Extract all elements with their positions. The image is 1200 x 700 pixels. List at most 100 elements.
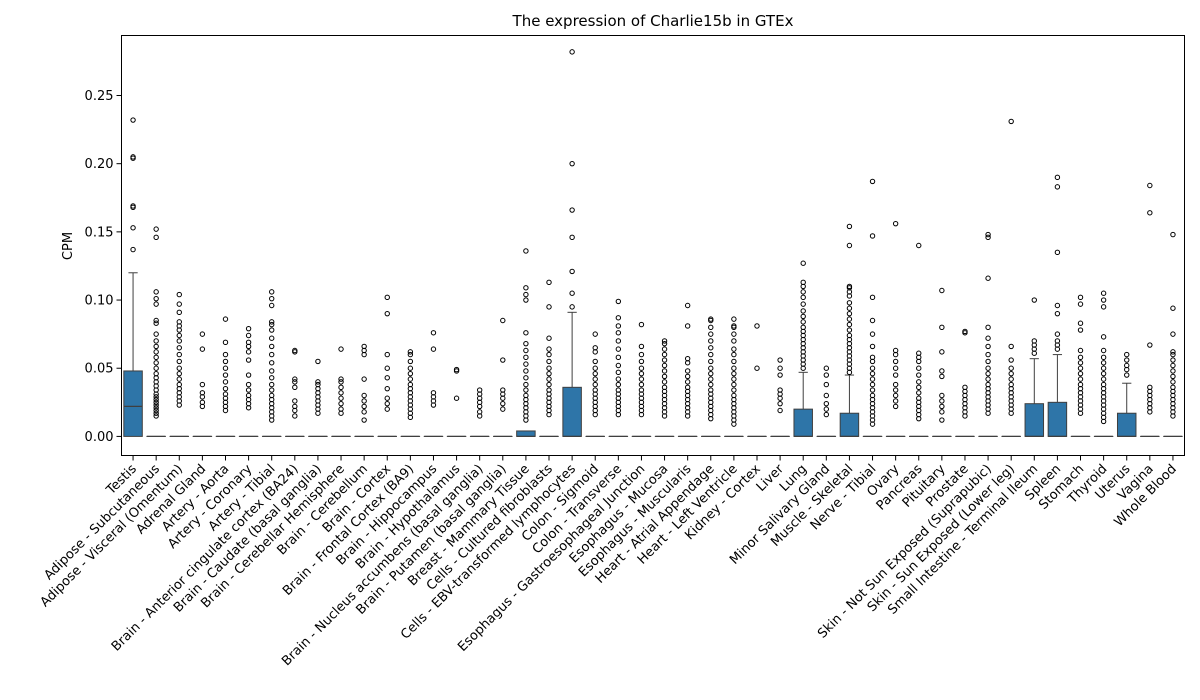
box-group — [631, 321, 652, 438]
outlier-point — [1077, 347, 1084, 354]
outlier-point — [523, 361, 529, 367]
outlier-point — [661, 351, 668, 358]
outlier-point — [292, 347, 298, 354]
outlier-point — [731, 338, 737, 344]
outlier-point — [985, 370, 991, 377]
outlier-point — [153, 365, 159, 371]
outlier-point — [869, 370, 876, 377]
plot-area-frame — [121, 35, 1185, 456]
outlier-point — [708, 387, 714, 393]
outlier-point — [1100, 360, 1107, 366]
outlier-point — [153, 320, 159, 326]
outlier-point — [1147, 384, 1153, 391]
outlier-point — [500, 357, 506, 363]
outlier-point — [846, 316, 853, 322]
outlier-point — [823, 406, 830, 412]
outlier-point — [476, 409, 483, 415]
outlier-point — [708, 370, 714, 377]
outlier-point — [615, 346, 622, 352]
outlier-point — [800, 308, 806, 314]
outlier-point — [361, 417, 367, 423]
outlier-point — [638, 365, 645, 371]
outlier-point — [1077, 360, 1084, 366]
outlier-point — [916, 365, 922, 371]
box-group — [423, 330, 444, 438]
outlier-point — [708, 331, 714, 337]
outlier-point — [361, 343, 367, 350]
outlier-point — [985, 365, 991, 371]
outlier-point — [523, 248, 529, 254]
outlier-point — [407, 370, 414, 377]
outlier-point — [1100, 347, 1107, 354]
y-tick-label: 0.05 — [85, 362, 114, 377]
y-axis-ticks: 0.00 0.05 0.10 0.15 0.20 0.25 — [85, 89, 122, 445]
outlier-point — [939, 368, 945, 374]
outlier-point — [1008, 118, 1014, 125]
box-group — [354, 343, 374, 438]
outlier-point — [546, 381, 552, 388]
outlier-point — [407, 381, 414, 388]
box-iqr — [1116, 412, 1137, 437]
outlier-point — [361, 376, 367, 382]
outlier-point — [176, 309, 182, 316]
outlier-point — [292, 379, 298, 385]
outlier-point — [846, 223, 853, 230]
outlier-point — [800, 324, 806, 331]
outlier-point — [361, 392, 367, 399]
outlier-point — [338, 400, 344, 407]
outlier-point — [176, 319, 182, 325]
outlier-point — [1170, 357, 1176, 363]
outlier-point — [962, 328, 968, 335]
outlier-point — [1008, 365, 1014, 371]
outlier-point — [985, 351, 991, 358]
outlier-point — [708, 365, 714, 371]
outlier-point — [153, 407, 159, 414]
outlier-point — [546, 370, 552, 377]
outlier-point — [153, 331, 159, 337]
outlier-point — [453, 366, 460, 373]
outlier-point — [153, 349, 159, 355]
box-iqr — [1024, 403, 1045, 437]
outlier-point — [1100, 304, 1107, 310]
outlier-point — [523, 330, 529, 336]
box-group — [677, 302, 698, 438]
outlier-point — [777, 372, 783, 378]
outlier-point — [315, 381, 321, 388]
outlier-point — [731, 387, 737, 393]
outlier-point — [1124, 372, 1130, 378]
outlier-point — [777, 400, 783, 407]
outlier-point — [731, 376, 737, 382]
outlier-point — [269, 381, 275, 388]
outlier-point — [500, 317, 506, 324]
outlier-point — [985, 335, 991, 341]
outlier-point — [638, 321, 645, 328]
outlier-point — [546, 351, 552, 358]
box-group — [1024, 297, 1045, 438]
outlier-point — [407, 365, 414, 371]
outlier-point — [222, 316, 229, 322]
outlier-point — [153, 405, 159, 411]
outlier-point — [1170, 305, 1176, 311]
outlier-point — [985, 275, 991, 281]
outlier-point — [1100, 365, 1107, 371]
outlier-point — [222, 351, 229, 358]
outlier-point — [592, 381, 598, 388]
box-group — [539, 279, 559, 438]
y-tick-label: 0.25 — [85, 89, 114, 104]
outlier-point — [869, 376, 876, 382]
outlier-point — [1170, 351, 1176, 358]
outlier-point — [684, 373, 691, 380]
outlier-point — [846, 321, 853, 328]
outlier-point — [153, 370, 159, 377]
outlier-point — [592, 370, 598, 377]
outlier-point — [708, 338, 714, 344]
outlier-point — [130, 225, 136, 231]
outlier-point — [269, 295, 275, 302]
box-group — [978, 231, 998, 438]
outlier-point — [153, 234, 159, 241]
outlier-point — [176, 291, 182, 298]
outlier-point — [731, 346, 737, 352]
outlier-point — [569, 160, 575, 167]
outlier-point — [269, 302, 275, 309]
outlier-point — [869, 343, 876, 350]
